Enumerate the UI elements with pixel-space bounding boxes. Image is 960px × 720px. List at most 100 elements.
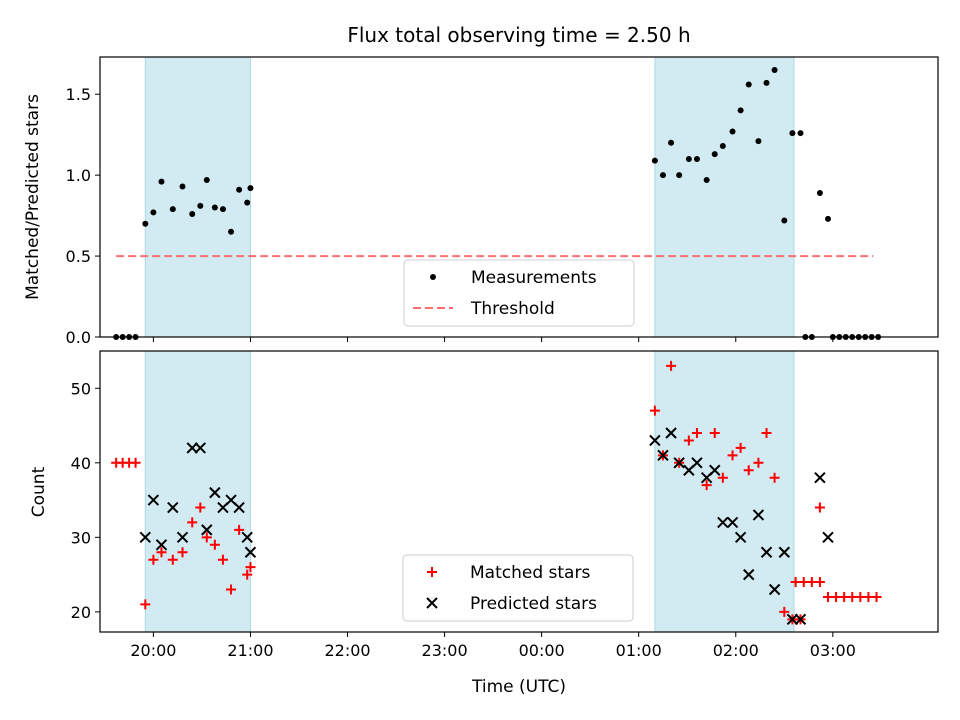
y-tick-label: 0.0 [66,328,91,347]
measurement-point [169,206,176,213]
predicted-star-point [726,516,739,529]
measurement-point [211,204,218,211]
matched-star-point [242,569,253,580]
measurement-point [781,217,788,224]
matched-star-point [814,502,825,513]
legend-box [402,554,634,622]
predicted-star-point [794,613,807,626]
x-tick-label: 00:00 [519,641,565,660]
y-tick-label: 0.5 [66,247,91,266]
legend-box [403,259,635,327]
matched-star-point [201,532,212,543]
top-y-axis-label: Matched/Predicted stars [23,94,43,300]
x-tick-label: 23:00 [422,641,468,660]
matched-star-point [761,427,772,438]
predicted-star-point [244,546,257,558]
predicted-star-point [233,501,245,514]
axes-frame [99,350,939,633]
legend-marker [430,274,436,280]
matched-star-point [195,502,206,513]
y-tick-label: 1.0 [66,166,91,185]
measurement-point [719,143,726,150]
predicted-star-point [155,539,168,551]
x-tick-label: 22:00 [324,641,370,660]
measurement-point [693,155,700,162]
predicted-star-point [147,494,160,506]
measurement-point [685,155,692,162]
measurement-point [247,185,254,192]
legend-label: Threshold [470,299,555,319]
measurement-point [197,202,204,209]
bottom-y-axis-label: Count [29,466,49,517]
y-tick-label: 30 [71,528,91,547]
x-tick-label: 21:00 [227,641,273,660]
matched-star-point [245,562,256,573]
predicted-star-point [768,583,781,596]
matched-star-point [177,547,188,558]
measurement-point [711,151,718,158]
measurement-point [824,215,831,222]
matched-star-point [753,457,764,468]
measurement-point [816,189,823,196]
predicted-star-point [186,442,198,454]
bottom-panel: 20 30 40 50 20:00 21:00 22:00 23:00 00:00 01:00 02… [71,350,939,660]
x-tick-label: 01:00 [616,641,662,660]
predicted-star-point [209,486,221,499]
predicted-star-point [822,531,834,544]
matched-star-point [779,606,790,617]
matched-star-point [226,584,237,595]
predicted-star-point [734,531,747,544]
matched-star-point [814,577,825,588]
predicted-star-point [760,546,773,558]
measurement-point [203,177,210,184]
measurement-point [789,130,796,137]
measurement-point [142,220,149,227]
measurement-point [703,177,710,184]
x-tick-label: 03:00 [810,641,856,660]
measurement-point [729,128,736,135]
measurement-point [179,183,186,190]
measurement-point [797,130,804,137]
y-tick-label: 20 [71,603,91,622]
predicted-star-point [649,434,661,447]
matched-star-point [167,554,178,565]
matched-star-point [727,450,738,461]
observing-window-1 [144,56,251,338]
x-tick-label: 02:00 [713,641,759,660]
measurement-point [158,178,165,185]
matched-star-point [209,539,220,550]
predicted-star-point [201,524,213,536]
observing-window-2 [654,56,795,338]
predicted-star-point [176,531,189,544]
measurement-point [763,79,770,86]
legend-marker [426,597,438,609]
predicted-star-point [241,531,253,544]
legend-label: Matched stars [470,563,590,583]
matched-star-point [217,554,228,565]
measurement-point [737,107,744,114]
x-tick-label: 20:00 [130,641,176,660]
predicted-star-point [673,457,685,469]
matched-star-point [683,435,694,446]
top-panel: 0.0 0.5 1.0 1.5 Measurements Threshold [66,56,939,347]
matched-star-point [666,360,677,371]
predicted-star-point [657,449,669,462]
matched-star-point [156,547,167,558]
measurement-point [771,66,778,73]
measurement-point [150,209,157,216]
measurement-point [236,186,243,193]
measurement-point [244,199,251,206]
predicted-star-point [778,546,791,558]
matched-star-point [691,427,702,438]
measurement-point [228,228,235,235]
measurement-point [745,81,752,88]
predicted-star-point [167,501,179,514]
measurement-point [651,157,658,164]
matched-star-point [769,472,780,483]
predicted-star-point [814,472,826,484]
matched-star-point [148,554,159,565]
predicted-star-point [717,516,729,529]
chart-title: Flux total observing time = 2.50 h [347,23,690,47]
matched-star-point [871,591,882,602]
